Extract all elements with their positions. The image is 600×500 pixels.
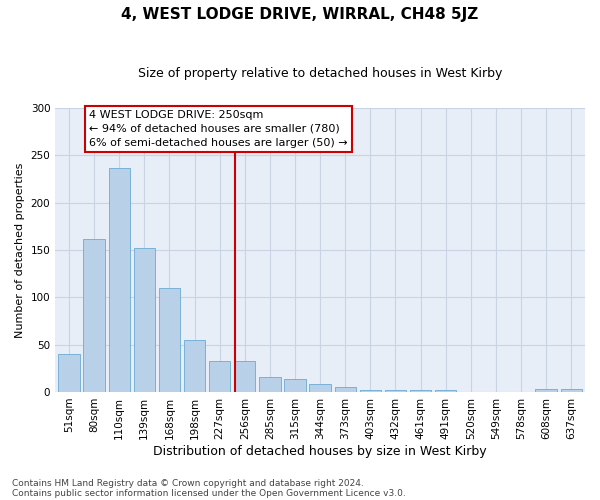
Text: Contains public sector information licensed under the Open Government Licence v3: Contains public sector information licen…: [12, 488, 406, 498]
Bar: [535, 389, 557, 392]
Bar: [435, 390, 457, 392]
Bar: [234, 360, 256, 392]
Bar: [359, 390, 381, 392]
Y-axis label: Number of detached properties: Number of detached properties: [15, 162, 25, 338]
Bar: [159, 288, 180, 392]
Bar: [184, 340, 205, 392]
Bar: [560, 389, 582, 392]
Bar: [259, 377, 281, 392]
Bar: [134, 248, 155, 392]
Bar: [410, 390, 431, 392]
Bar: [109, 168, 130, 392]
Bar: [385, 390, 406, 392]
Text: 4 WEST LODGE DRIVE: 250sqm
← 94% of detached houses are smaller (780)
6% of semi: 4 WEST LODGE DRIVE: 250sqm ← 94% of deta…: [89, 110, 347, 148]
Bar: [209, 360, 230, 392]
X-axis label: Distribution of detached houses by size in West Kirby: Distribution of detached houses by size …: [153, 444, 487, 458]
Text: 4, WEST LODGE DRIVE, WIRRAL, CH48 5JZ: 4, WEST LODGE DRIVE, WIRRAL, CH48 5JZ: [121, 8, 479, 22]
Bar: [335, 387, 356, 392]
Title: Size of property relative to detached houses in West Kirby: Size of property relative to detached ho…: [138, 68, 502, 80]
Bar: [284, 378, 305, 392]
Bar: [58, 354, 80, 392]
Bar: [310, 384, 331, 392]
Bar: [83, 238, 105, 392]
Text: Contains HM Land Registry data © Crown copyright and database right 2024.: Contains HM Land Registry data © Crown c…: [12, 478, 364, 488]
